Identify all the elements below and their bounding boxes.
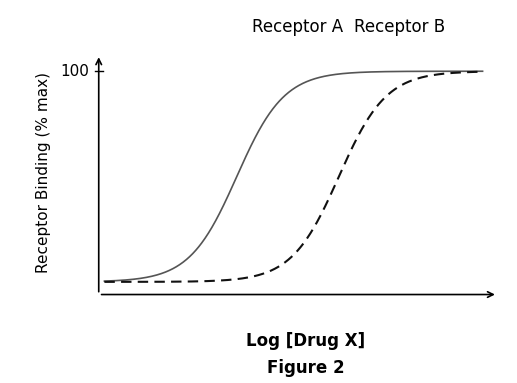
Text: Receptor B: Receptor B [354,18,445,36]
Text: Log [Drug X]: Log [Drug X] [246,332,365,350]
Text: 100: 100 [60,64,89,79]
Text: Receptor Binding (% max): Receptor Binding (% max) [36,72,51,273]
Text: Figure 2: Figure 2 [267,359,344,377]
Text: Receptor A: Receptor A [252,18,343,36]
